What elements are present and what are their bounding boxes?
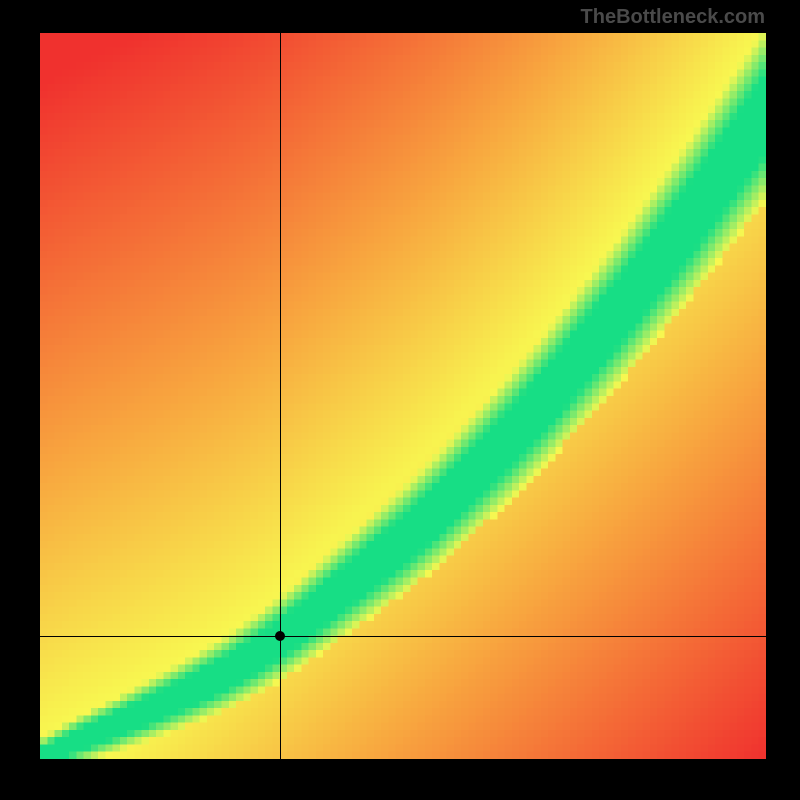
attribution-text: TheBottleneck.com [581, 6, 765, 29]
marker-dot [275, 631, 285, 641]
crosshair-horizontal [40, 636, 766, 637]
chart-container: TheBottleneck.com [0, 0, 800, 800]
heatmap-canvas [40, 33, 766, 759]
crosshair-vertical [280, 33, 281, 759]
heatmap-plot-area [40, 33, 766, 759]
